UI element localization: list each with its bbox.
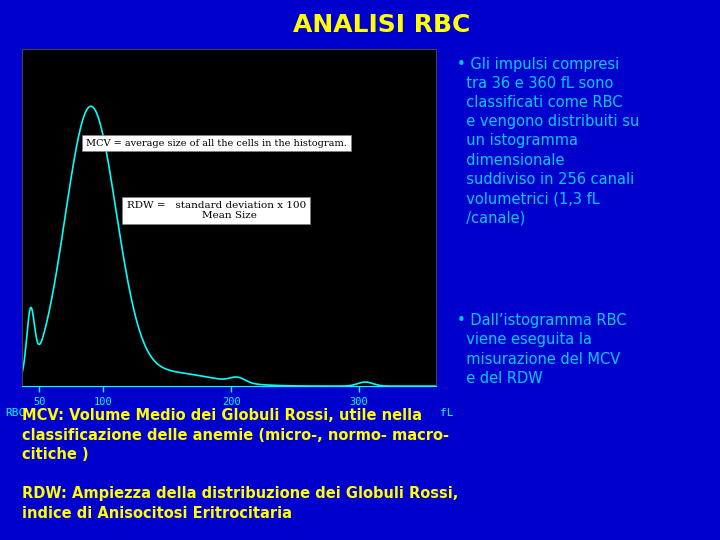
Text: RDW: Ampiezza della distribuzione dei Globuli Rossi,
indice di Anisocitosi Eritr: RDW: Ampiezza della distribuzione dei Gl… — [22, 486, 458, 521]
Text: MCV = average size of all the cells in the histogram.: MCV = average size of all the cells in t… — [86, 139, 346, 147]
Text: • Gli impulsi compresi
  tra 36 e 360 fL sono
  classificati come RBC
  e vengon: • Gli impulsi compresi tra 36 e 360 fL s… — [457, 57, 639, 225]
Text: RBC: RBC — [5, 408, 25, 418]
Text: ANALISI RBC: ANALISI RBC — [293, 14, 470, 37]
Text: RDW =   standard deviation x 100
        Mean Size: RDW = standard deviation x 100 Mean Size — [127, 201, 306, 220]
Text: fL: fL — [440, 408, 454, 418]
Text: MCV: Volume Medio dei Globuli Rossi, utile nella
classificazione delle anemie (m: MCV: Volume Medio dei Globuli Rossi, uti… — [22, 408, 449, 462]
Text: • Dall’istogramma RBC
  viene eseguita la
  misurazione del MCV
  e del RDW: • Dall’istogramma RBC viene eseguita la … — [457, 313, 626, 386]
